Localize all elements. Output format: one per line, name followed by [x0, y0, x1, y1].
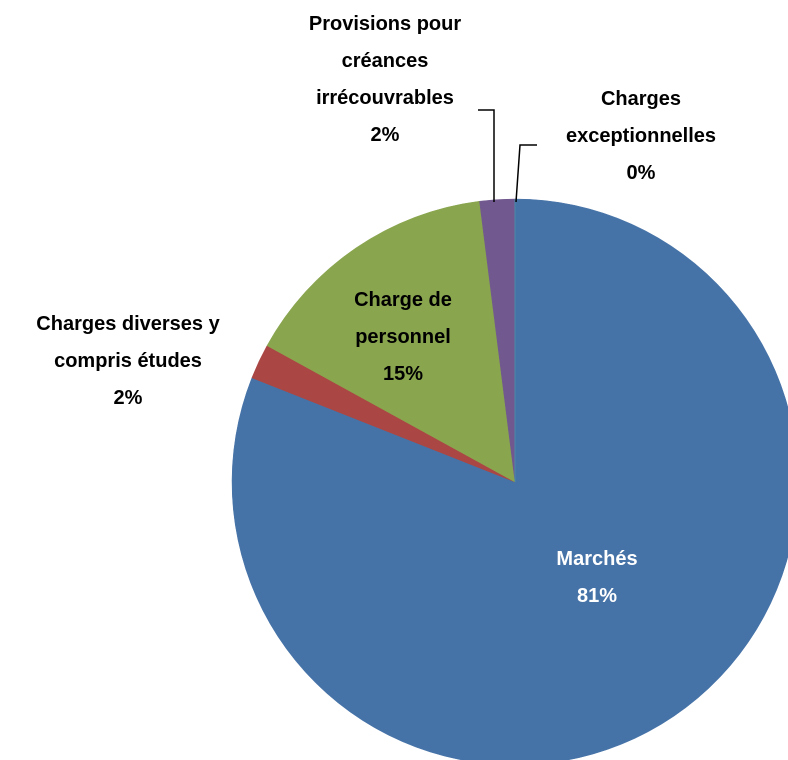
category-label: Provisions pour créances irrécouvrables	[308, 13, 462, 109]
slice-label: Charges diverses y compris études 2%	[36, 306, 220, 417]
category-label: Charge de personnel	[354, 289, 452, 348]
category-label: Charges exceptionnelles	[565, 88, 717, 147]
slice-label: Provisions pour créances irrécouvrables …	[300, 6, 470, 154]
value-label: 2%	[370, 124, 400, 146]
leader-line	[515, 144, 537, 203]
category-label: Charges diverses y compris études	[36, 313, 220, 372]
value-label: 0%	[626, 162, 656, 184]
slice-label: Charge de personnel 15%	[338, 282, 468, 393]
value-label: 2%	[113, 387, 143, 409]
category-label: Marchés	[556, 548, 638, 570]
slice-label: Marchés 81%	[522, 541, 672, 615]
leader-line	[478, 109, 495, 202]
pie-slice	[266, 200, 516, 483]
slice-label: Charges exceptionnelles 0%	[555, 81, 727, 192]
pie-slice	[231, 198, 788, 760]
value-label: 81%	[576, 585, 618, 607]
value-label: 15%	[382, 363, 424, 385]
